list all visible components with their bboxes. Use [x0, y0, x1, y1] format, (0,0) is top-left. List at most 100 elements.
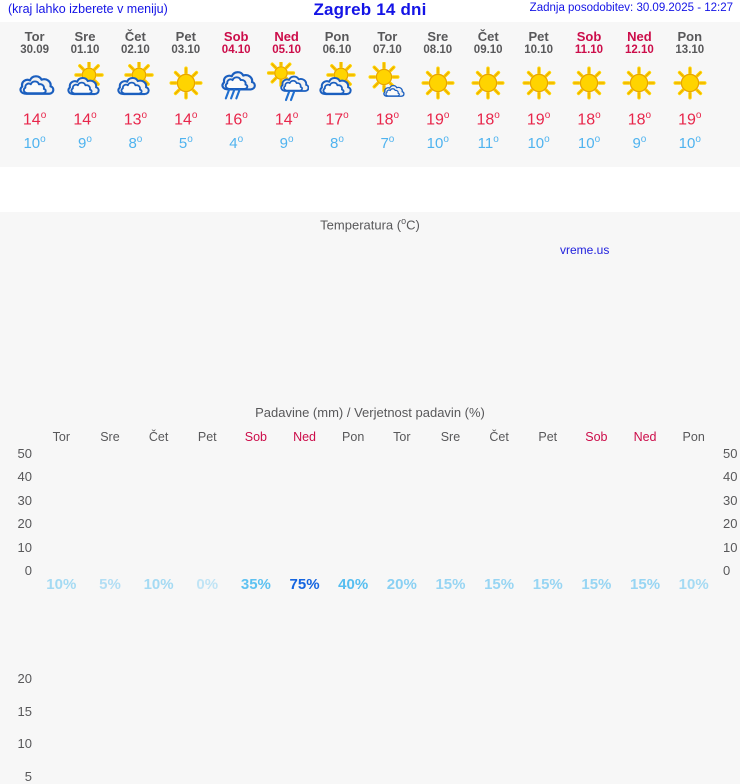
precip-probability: 5% [99, 576, 121, 593]
day-column[interactable]: Ned 12.10 18o 9o [613, 22, 665, 153]
day-column[interactable]: Sre 08.10 19o 10o [412, 22, 464, 153]
precip-probability: 75% [289, 576, 320, 593]
temp-max: 14o [174, 110, 198, 129]
day-column[interactable]: Pon 13.10 19o 10o [664, 22, 716, 153]
precip-day-label: Pet [538, 430, 558, 444]
day-column[interactable]: Ned 05.10 14o 9o [261, 22, 313, 153]
precip-probability: 15% [581, 576, 612, 593]
precip-day-label: Ned [293, 430, 316, 444]
day-date: 12.10 [625, 44, 654, 56]
precip-y-tick-right: 10 [723, 539, 738, 555]
temp-max: 19o [678, 110, 702, 129]
section-divider [0, 167, 740, 212]
precip-day-label: Pon [342, 430, 365, 444]
precipitation-chart-title: Padavine (mm) / Verjetnost padavin (%) [255, 405, 485, 420]
day-date: 04.10 [221, 44, 251, 56]
day-name: Pet [528, 29, 549, 44]
forecast-day-strip: Tor 30.09 14o 10o Sre 01.10 14o 9o Čet 02.10 13… [0, 22, 740, 167]
temp-min: 8o [330, 134, 344, 153]
day-column[interactable]: Čet 09.10 18o 11o [462, 22, 514, 153]
day-date: 08.10 [423, 44, 453, 56]
temp-max: 18o [627, 110, 652, 129]
precip-day-label: Pon [682, 430, 705, 444]
precip-probability: 10% [143, 576, 174, 593]
precip-day-label: Sre [440, 430, 461, 444]
day-date: 09.10 [473, 44, 503, 56]
day-name: Sre [74, 29, 96, 44]
temp-min: 9o [632, 134, 647, 153]
day-column[interactable]: Sre 01.10 14o 9o [59, 22, 111, 153]
temp-min: 8o [128, 134, 143, 153]
sunny-icon [664, 60, 716, 104]
temp-max: 19o [426, 110, 450, 129]
temp-min: 9o [279, 134, 294, 153]
precip-y-tick-left: 40 [17, 469, 32, 485]
temp-min: 9o [78, 134, 92, 153]
precip-probability: 0% [196, 576, 219, 593]
precip-day-label: Tor [393, 430, 411, 444]
temp-min: 7o [380, 134, 395, 153]
precip-y-tick-left: 30 [17, 492, 32, 508]
sun-rain-icon [261, 60, 313, 104]
day-name: Pon [324, 29, 350, 44]
temp-max: 18o [375, 110, 400, 129]
temp-max: 18o [476, 110, 500, 129]
day-column[interactable]: Pon 06.10 17o 8o [311, 22, 363, 153]
cloudy-icon [9, 60, 61, 104]
day-name: Čet [124, 29, 146, 44]
precip-probability: 15% [630, 576, 661, 593]
temp-max: 13o [123, 110, 148, 129]
temp-max: 14o [22, 110, 47, 129]
temp-min: 10o [577, 134, 601, 153]
day-column[interactable]: Tor 30.09 14o 10o [9, 22, 61, 153]
day-column[interactable]: Čet 02.10 13o 8o [109, 22, 161, 153]
day-column[interactable]: Pet 10.10 19o 10o [513, 22, 565, 153]
day-column[interactable]: Tor 07.10 18o 7o [361, 22, 413, 153]
precip-y-tick-right: 40 [723, 469, 738, 485]
temp-max: 18o [577, 110, 601, 129]
precip-y-tick-left: 10 [17, 539, 32, 555]
precip-probability: 10% [46, 576, 77, 593]
day-column[interactable]: Pet 03.10 14o 5o [160, 22, 212, 153]
day-name: Tor [377, 29, 398, 44]
precipitation-chart: Padavine (mm) / Verjetnost padavin (%) T… [0, 400, 740, 600]
rain-icon [210, 60, 262, 104]
temp-min: 10o [527, 134, 550, 153]
sun-small-cloud-icon [361, 60, 413, 104]
precip-day-label: Sob [244, 430, 268, 444]
day-name: Pon [677, 29, 703, 44]
precip-day-label: Pet [197, 430, 217, 444]
temp-max: 17o [325, 110, 349, 129]
precip-y-tick-left: 20 [17, 516, 32, 532]
precip-day-label: Sob [585, 430, 608, 444]
precip-y-tick-left: 50 [17, 445, 32, 461]
temp-min: 10o [678, 134, 701, 153]
day-column[interactable]: Sob 04.10 16o 4o [210, 22, 262, 153]
day-name: Sob [223, 29, 249, 44]
precip-y-tick-left: 0 [24, 563, 32, 578]
partly-sunny-icon [311, 60, 363, 104]
precip-day-label: Čet [148, 430, 169, 444]
precip-day-label: Čet [489, 430, 509, 444]
partly-sunny-icon [59, 60, 111, 104]
precip-probability: 15% [484, 576, 515, 593]
day-column[interactable]: Sob 11.10 18o 10o [563, 22, 615, 153]
sunny-icon [462, 60, 514, 104]
temp-min: 10o [23, 134, 46, 153]
temp-min: 10o [426, 134, 449, 153]
precip-day-label: Tor [52, 430, 70, 444]
temp-max: 14o [73, 110, 97, 129]
temp-max: 16o [224, 110, 248, 129]
precip-y-tick-right: 30 [723, 492, 738, 508]
precip-y-tick-right: 50 [723, 445, 738, 461]
day-date: 13.10 [675, 44, 705, 56]
day-name: Čet [477, 29, 499, 44]
watermark: vreme.us [560, 243, 610, 257]
day-name: Ned [274, 29, 299, 44]
day-date: 10.10 [524, 44, 553, 56]
temperature-chart-title: Temperatura (oC) [320, 216, 420, 233]
precip-probability: 40% [338, 576, 369, 593]
temp-y-tick: 5 [24, 768, 32, 784]
precip-probability: 35% [240, 576, 271, 593]
sunny-icon [563, 60, 615, 104]
